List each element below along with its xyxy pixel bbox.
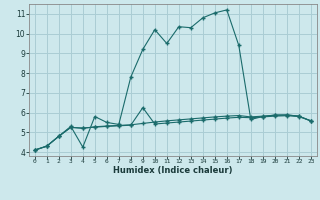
- X-axis label: Humidex (Indice chaleur): Humidex (Indice chaleur): [113, 166, 233, 175]
